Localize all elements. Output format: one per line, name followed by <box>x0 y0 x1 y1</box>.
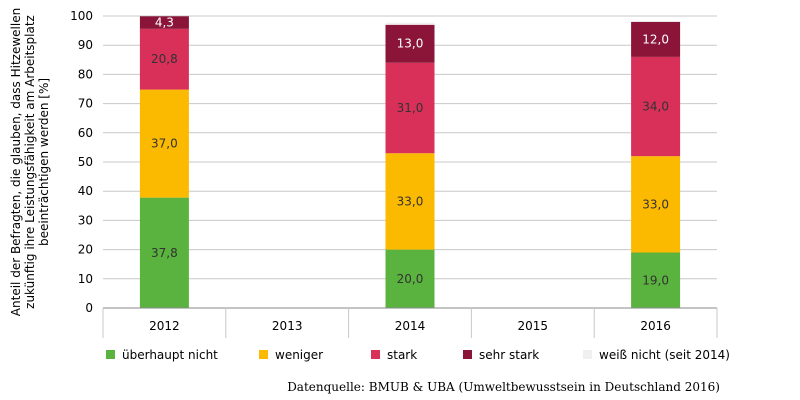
data-label: 31,0 <box>397 101 424 115</box>
bar-segment <box>139 16 189 29</box>
legend: überhaupt nicht weniger stark sehr stark wei… <box>106 348 730 362</box>
bar-segment <box>631 252 681 308</box>
legend-swatch <box>371 350 380 359</box>
bar-segment <box>385 24 435 63</box>
y-tick-label: 10 <box>78 272 93 286</box>
x-tick-label: 2013 <box>272 319 303 333</box>
x-tick-label: 2016 <box>640 319 671 333</box>
data-label: 13,0 <box>397 37 424 51</box>
data-label: 34,0 <box>642 100 669 114</box>
bar-segment <box>385 153 435 250</box>
data-label: 12,0 <box>642 32 669 46</box>
x-tick-label: 2014 <box>395 319 426 333</box>
legend-label: stark <box>387 348 417 362</box>
bar-segment <box>139 89 189 198</box>
x-tick-label: 2015 <box>518 319 549 333</box>
y-axis-label-line: Anteil der Befragten, die glauben, dass … <box>9 8 23 316</box>
legend-swatch <box>463 350 472 359</box>
axes: 0 10 20 30 40 50 60 70 80 90 100 2012 2013 2014 2015 20… <box>70 9 718 338</box>
y-axis-label: Anteil der Befragten, die glauben, dass … <box>9 8 51 316</box>
y-tick-label: 20 <box>78 243 93 257</box>
data-label: 20,8 <box>151 52 178 66</box>
y-tick-label: 60 <box>78 126 93 140</box>
data-label: 33,0 <box>642 197 669 211</box>
y-tick-label: 70 <box>78 97 93 111</box>
legend-label: sehr stark <box>479 348 539 362</box>
bar-segment <box>631 156 681 253</box>
data-label: 33,0 <box>397 194 424 208</box>
bar-segment <box>139 197 189 308</box>
bar-segment <box>631 21 681 57</box>
y-tick-label: 80 <box>78 67 93 81</box>
y-axis-label-line: beeinträchtigen werden [%] <box>37 78 51 246</box>
y-tick-label: 30 <box>78 213 93 227</box>
y-tick-label: 100 <box>70 9 93 23</box>
legend-swatch <box>259 350 268 359</box>
x-tick-label: 2012 <box>149 319 180 333</box>
bar-segment <box>385 249 435 308</box>
legend-label: weniger <box>275 348 323 362</box>
legend-swatch <box>106 350 115 359</box>
y-tick-label: 0 <box>85 301 93 315</box>
y-axis-label-line: zukünftig ihre Leistungsfähigkeit am Arb… <box>23 15 37 309</box>
bar-segment <box>631 56 681 157</box>
legend-label: überhaupt nicht <box>122 348 218 362</box>
y-tick-label: 40 <box>78 184 93 198</box>
bars: 37,8 37,0 20,8 4,3 20,0 33,0 31,0 13,0 19,0 33,0 3… <box>139 16 681 308</box>
source-note: Datenquelle: BMUB & UBA (Umweltbewusstse… <box>287 380 720 394</box>
y-tick-label: 90 <box>78 38 93 52</box>
bar-segment <box>385 62 435 154</box>
bar-segment <box>631 20 681 22</box>
bar-segment <box>139 28 189 90</box>
legend-label: weiß nicht (seit 2014) <box>599 348 730 362</box>
data-label: 4,3 <box>155 16 174 30</box>
data-label: 19,0 <box>642 273 669 287</box>
bar-segment <box>385 22 435 25</box>
legend-swatch <box>583 350 592 359</box>
data-label: 37,8 <box>151 246 178 260</box>
data-label: 37,0 <box>151 137 178 151</box>
y-tick-label: 50 <box>78 155 93 169</box>
data-label: 20,0 <box>397 272 424 286</box>
